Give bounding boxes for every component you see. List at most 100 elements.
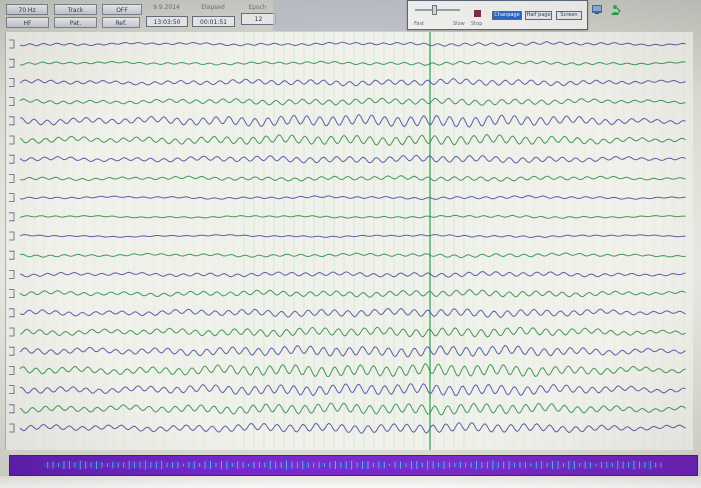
overview-signal-mark — [546, 462, 548, 468]
overview-signal-mark — [217, 461, 219, 469]
overview-signal-mark — [476, 460, 477, 470]
overview-signal-mark — [548, 462, 550, 468]
overview-signal-mark — [99, 461, 101, 469]
overview-signal-mark — [286, 460, 287, 470]
overview-signal-mark — [593, 463, 595, 467]
overview-signal-mark — [72, 462, 74, 468]
overview-signal-mark — [631, 460, 633, 470]
overview-signal-mark — [519, 462, 521, 469]
monitor-icon[interactable] — [591, 4, 603, 16]
overview-signal-mark — [389, 464, 391, 467]
overview-signal-mark — [342, 462, 344, 468]
overview-signal-mark — [208, 460, 210, 470]
eeg-channel-trace — [19, 307, 686, 318]
overview-signal-mark — [130, 460, 132, 470]
overview-signal-mark — [264, 462, 266, 468]
overview-signal-mark — [512, 461, 514, 469]
overview-signal-mark — [514, 462, 515, 468]
overview-signal-mark — [566, 461, 568, 469]
overview-signal-mark — [401, 462, 403, 469]
channel-scale-marker — [9, 327, 15, 337]
speed-slider-handle[interactable] — [432, 5, 437, 15]
overview-signal-mark — [358, 462, 360, 468]
overview-signal-mark — [150, 461, 152, 469]
overview-signal-mark — [235, 461, 237, 469]
channel-scale-marker — [9, 193, 15, 202]
stop-swatch[interactable] — [474, 10, 481, 17]
overview-signal-mark — [468, 463, 470, 467]
overview-signal-mark — [74, 462, 76, 468]
overview-signal-mark — [646, 461, 648, 469]
green-user-icon[interactable] — [609, 4, 621, 16]
overview-signal-mark — [143, 460, 145, 470]
speed-slider-rail[interactable] — [415, 9, 460, 11]
speed-popup: Fast Slow Stop Chanpage Half page Screen — [407, 0, 588, 30]
overview-signal-mark — [202, 461, 204, 469]
overview-signal-mark — [173, 461, 175, 469]
overview-signal-mark — [293, 462, 295, 468]
overview-signal-mark — [441, 461, 443, 469]
overview-signal-mark — [315, 462, 316, 469]
overview-signal-mark — [492, 460, 494, 470]
track-button[interactable]: Track — [54, 4, 97, 15]
pat-button[interactable]: Pat. — [54, 17, 97, 28]
elapsed-field: 00:01:51 — [192, 16, 235, 27]
chanpage-button[interactable]: Chanpage — [492, 11, 522, 20]
overview-signal-mark — [541, 461, 543, 469]
hf-button[interactable]: HF — [6, 17, 49, 28]
overview-signal-mark — [420, 462, 421, 468]
overview-signal-mark — [653, 461, 655, 469]
overview-signal-mark — [76, 461, 78, 469]
overview-signal-mark — [562, 462, 564, 468]
overview-signal-mark — [570, 460, 572, 470]
overview-signal-mark — [278, 462, 280, 468]
frequency-button[interactable]: 70 Hz — [6, 4, 48, 15]
overview-signal-mark — [619, 460, 620, 470]
screen-button[interactable]: Screen — [556, 11, 582, 20]
overview-signal-mark — [412, 460, 414, 470]
overview-signal-mark — [458, 462, 459, 469]
overview-signal-mark — [322, 462, 324, 468]
overview-signal-mark — [535, 461, 537, 469]
overview-signal-mark — [532, 463, 534, 467]
date-label: 9.9.2014 — [153, 4, 180, 11]
overview-signal-mark — [555, 460, 557, 470]
overview-signal-mark — [117, 462, 119, 468]
half-page-button[interactable]: Half page — [525, 11, 552, 20]
overview-signal-mark — [63, 460, 65, 470]
ref-button[interactable]: Ref. — [102, 17, 140, 28]
overview-signal-mark — [552, 461, 553, 470]
overview-signal-mark — [610, 463, 611, 467]
overview-signal-mark — [226, 461, 228, 470]
overview-signal-mark — [365, 460, 367, 470]
overview-signal-mark — [416, 461, 418, 469]
overview-signal-mark — [604, 461, 606, 469]
overview-signal-mark — [445, 461, 447, 469]
overview-signal-mark — [372, 463, 374, 468]
overview-signal-mark — [655, 462, 657, 468]
overview-signal-mark — [524, 461, 526, 469]
eeg-channel-trace — [19, 60, 686, 66]
overview-signal-mark — [407, 462, 409, 468]
overview-signal-mark — [385, 462, 387, 468]
overview-signal-mark — [268, 461, 269, 469]
overview-signal-mark — [184, 463, 186, 467]
overview-signal-mark — [606, 461, 608, 469]
off-button[interactable]: OFF — [102, 4, 142, 15]
eeg-channel-trace — [19, 402, 686, 416]
overview-signal-mark — [213, 461, 215, 469]
overview-signal-mark — [600, 461, 602, 469]
overview-signal-mark — [490, 460, 492, 470]
overview-signal-mark — [146, 460, 148, 470]
epoch-label: Epoch — [248, 4, 267, 11]
overview-signal-mark — [277, 462, 278, 468]
overview-signal-mark — [392, 462, 394, 468]
overview-signal-mark — [197, 462, 199, 468]
overview-signal-mark — [568, 460, 570, 470]
overview-signal-mark — [429, 460, 430, 470]
overview-signal-mark — [648, 461, 649, 470]
eeg-trace-area — [5, 32, 693, 450]
overview-signal-mark — [246, 463, 248, 467]
overview-signal-mark — [575, 461, 577, 469]
signal-overview-bar[interactable] — [9, 455, 698, 476]
